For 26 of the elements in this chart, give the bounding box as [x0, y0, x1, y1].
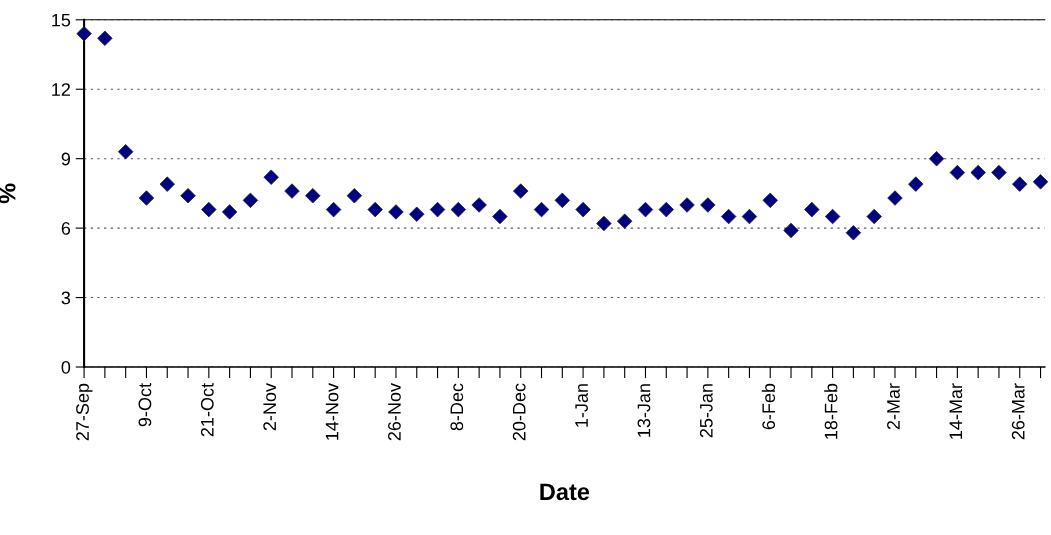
- x-tick-label: 2-Mar: [887, 383, 900, 430]
- x-tick-label: 8-Dec: [450, 383, 464, 431]
- y-tick-label: 0: [61, 360, 71, 374]
- x-tick-label: 1-Jan: [575, 384, 588, 427]
- x-tick-label: 26-Nov: [388, 383, 401, 441]
- y-tick-label: 12: [52, 83, 70, 96]
- x-tick-label: 6-Feb: [761, 383, 776, 430]
- x-tick-label: 14-Nov: [325, 383, 339, 440]
- point: [928, 150, 945, 167]
- y-tick-label: 6: [61, 222, 71, 235]
- x-tick-label: 13-Jan: [637, 384, 651, 437]
- point: [824, 208, 841, 225]
- point: [388, 204, 404, 220]
- x-tick-label: 27-Sep: [76, 383, 93, 441]
- x-tick-label: 26-Mar: [1011, 383, 1025, 440]
- x-tick-label: 25-Jan: [699, 384, 713, 438]
- y-tick-label: 3: [61, 291, 71, 305]
- x-axis-title: Date: [540, 483, 590, 501]
- x-tick-label: 18-Feb: [824, 383, 838, 439]
- y-tick-label: 9: [61, 152, 71, 166]
- x-tick-label: 21-Oct: [200, 383, 214, 437]
- y-tick-label: 15: [52, 13, 71, 27]
- x-tick-label: 9-Oct: [138, 383, 152, 427]
- x-tick-label: 2-Nov: [263, 383, 277, 431]
- x-tick-label: 14-Mar: [949, 383, 963, 439]
- x-tick-label: 20-Dec: [512, 383, 526, 441]
